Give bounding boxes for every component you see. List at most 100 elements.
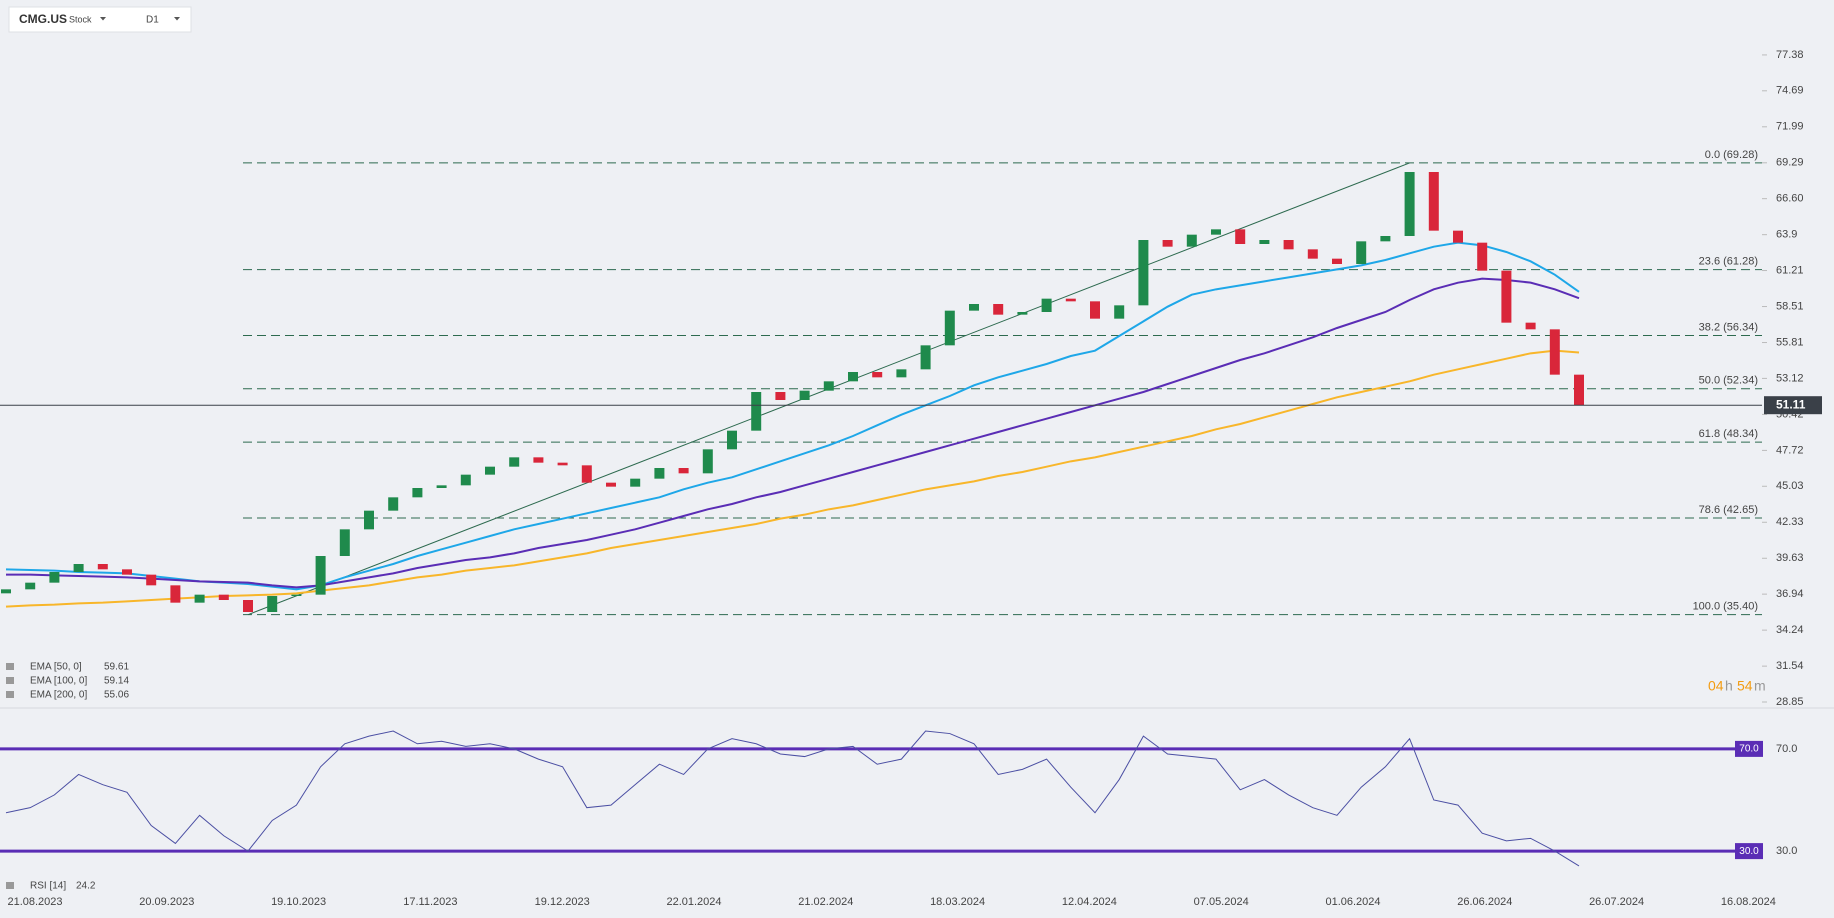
dropdown-arrow[interactable]	[100, 17, 106, 21]
fib-label: 38.2 (56.34)	[1699, 321, 1758, 333]
candle	[872, 372, 883, 378]
y-tick-label: 70.0	[1776, 743, 1797, 755]
x-tick-label: 26.07.2024	[1589, 896, 1644, 908]
candle	[823, 381, 834, 391]
legend-name: EMA [100, 0]	[30, 676, 87, 687]
legend-icon	[6, 882, 14, 889]
candle	[1356, 241, 1367, 264]
rsi-level-label: 70.0	[1739, 744, 1759, 755]
candle	[727, 430, 737, 450]
legend-icon	[6, 677, 14, 684]
candle	[460, 474, 471, 486]
x-tick-label: 01.06.2024	[1325, 896, 1380, 908]
candle	[993, 304, 1004, 315]
candle	[896, 369, 907, 378]
candle	[1211, 229, 1221, 235]
candle	[1283, 240, 1294, 250]
candle	[509, 457, 520, 467]
candle	[1162, 240, 1173, 247]
candle	[267, 596, 278, 612]
y-tick-label: 36.94	[1776, 588, 1804, 600]
candle	[315, 556, 326, 595]
symbol[interactable]: CMG.US	[19, 12, 67, 26]
price-label: 51.11	[1776, 397, 1806, 411]
y-tick-label: 53.12	[1776, 372, 1804, 384]
candle	[1017, 312, 1028, 315]
legend-name: EMA [200, 0]	[30, 690, 87, 701]
x-tick-label: 21.02.2024	[798, 896, 853, 908]
candle	[339, 529, 350, 556]
y-tick-label: 39.63	[1776, 552, 1804, 564]
legend-icon	[6, 691, 14, 698]
fib-label: 61.8 (48.34)	[1699, 428, 1758, 440]
ema-line	[6, 277, 1580, 589]
candle	[606, 482, 616, 487]
candle	[1259, 240, 1270, 244]
legend-value: 59.61	[104, 662, 129, 673]
candle	[1477, 242, 1488, 271]
legend-value: 24.2	[76, 881, 96, 892]
x-tick-label: 17.11.2023	[403, 896, 457, 908]
candle	[969, 304, 979, 311]
y-tick-label: 71.99	[1776, 121, 1804, 133]
y-tick-label: 28.85	[1776, 696, 1804, 708]
y-tick-label: 31.54	[1776, 660, 1804, 672]
y-tick-label: 45.03	[1776, 480, 1804, 492]
y-tick-label: 55.81	[1776, 336, 1804, 348]
candle	[1, 589, 11, 594]
candle	[799, 390, 810, 400]
toolbar-box[interactable]	[8, 6, 192, 33]
candle	[678, 468, 689, 474]
y-tick-label: 58.51	[1776, 300, 1804, 312]
legend-value: 59.14	[104, 676, 129, 687]
x-tick-label: 26.06.2024	[1457, 896, 1512, 908]
x-tick-label: 19.10.2023	[271, 896, 326, 908]
y-tick-label: 61.21	[1776, 264, 1804, 276]
candle	[848, 372, 858, 382]
fib-label: 100.0 (35.40)	[1693, 601, 1758, 613]
candle	[49, 572, 60, 583]
x-tick-label: 19.12.2023	[535, 896, 590, 908]
y-tick-label: 66.60	[1776, 193, 1804, 205]
toolbar[interactable]: CMG.US Stock D1	[8, 6, 192, 33]
legend-name: RSI [14]	[30, 881, 66, 892]
candle	[122, 569, 132, 575]
dropdown-arrow[interactable]	[174, 17, 180, 21]
x-tick-label: 18.03.2024	[930, 896, 985, 908]
x-tick-label: 20.09.2023	[139, 896, 194, 908]
y-tick-label: 30.0	[1776, 845, 1797, 857]
candle	[1574, 374, 1584, 406]
candle	[1090, 301, 1100, 319]
fib-label: 23.6 (61.28)	[1699, 256, 1758, 268]
candle	[630, 478, 641, 487]
candle	[1041, 298, 1052, 312]
rsi-level-label: 30.0	[1739, 846, 1759, 857]
y-tick-label: 63.9	[1776, 229, 1797, 241]
legend-name: EMA [50, 0]	[30, 662, 82, 673]
timer-minutes: 54	[1737, 678, 1753, 694]
candle	[1428, 172, 1439, 231]
timer-m: m	[1754, 678, 1766, 694]
candle	[557, 462, 568, 466]
candle	[581, 465, 592, 483]
legend-value: 55.06	[104, 690, 129, 701]
y-tick-label: 34.24	[1776, 624, 1804, 636]
candle	[146, 574, 157, 586]
candle	[412, 488, 423, 498]
candle	[654, 468, 665, 479]
interval[interactable]: D1	[146, 15, 159, 26]
x-tick-label: 16.08.2024	[1721, 896, 1776, 908]
candle	[1404, 172, 1415, 236]
fib-label: 50.0 (52.34)	[1699, 375, 1758, 387]
fib-label: 0.0 (69.28)	[1705, 149, 1758, 161]
candle	[1501, 270, 1512, 323]
candle	[920, 345, 931, 370]
candle	[702, 449, 713, 474]
candle	[364, 510, 374, 530]
x-tick-label: 07.05.2024	[1194, 896, 1249, 908]
candle	[775, 392, 786, 400]
rsi-level-box	[1735, 843, 1763, 860]
x-tick-label: 22.01.2024	[666, 896, 721, 908]
